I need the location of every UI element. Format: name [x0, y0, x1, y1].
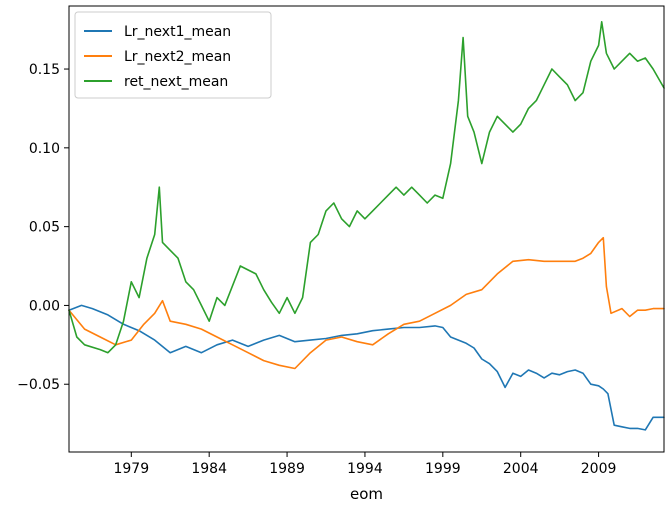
x-tick-label: 1994: [347, 461, 383, 477]
x-axis-ticks: 1979 1984 1989 1994 1999 2004 2009: [113, 452, 616, 477]
legend-label-ret-next-mean: ret_next_mean: [124, 74, 228, 90]
y-tick-label: 0.05: [29, 220, 60, 236]
x-tick-label: 2009: [581, 461, 617, 477]
x-tick-label: 2004: [503, 461, 539, 477]
series-line-ret-next-mean: [68, 20, 665, 354]
axes-frame: [68, 5, 665, 453]
x-tick-label: 1999: [425, 461, 461, 477]
x-tick-label: 1989: [269, 461, 305, 477]
legend-label-Lr-next2-mean: Lr_next2_mean: [124, 49, 231, 65]
series-line-Lr-next2-mean: [68, 236, 665, 370]
y-tick-label: 0.00: [29, 298, 60, 314]
y-tick-label: −0.05: [17, 377, 60, 393]
x-tick-label: 1979: [113, 461, 149, 477]
axes-layer: [68, 5, 665, 453]
x-tick-label: 1984: [191, 461, 227, 477]
y-axis-ticks: −0.05 0.00 0.05 0.10 0.15: [17, 62, 69, 393]
y-tick-label: 0.15: [29, 62, 60, 78]
series-layer: [68, 20, 665, 431]
legend-label-Lr-next1-mean: Lr_next1_mean: [124, 24, 231, 40]
series-line-Lr-next1-mean: [68, 304, 665, 431]
legend-box: [74, 11, 272, 99]
y-tick-label: 0.10: [29, 141, 60, 157]
x-axis-label: eom: [350, 485, 383, 503]
legend: Lr_next1_mean Lr_next2_mean ret_next_mean: [74, 11, 272, 99]
